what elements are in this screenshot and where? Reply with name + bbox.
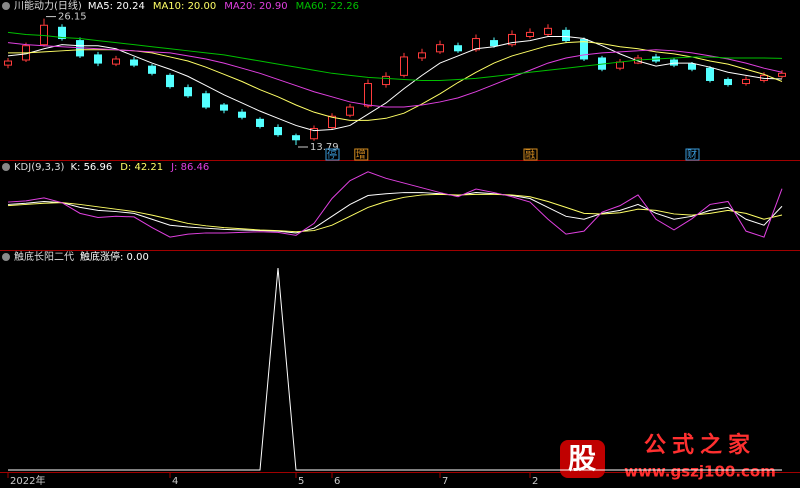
- indicator-line: [7, 42, 783, 108]
- indicator-line: [7, 31, 783, 81]
- panel-title: 触底长阳二代: [14, 250, 74, 263]
- panel-title: 川能动力(日线): [14, 0, 82, 12]
- x-tick-label: 7: [442, 476, 448, 487]
- candle-body: [310, 128, 318, 140]
- panel-icon: [2, 163, 10, 171]
- legend-entry: MA10: 20.00: [153, 1, 216, 12]
- indicator-line: [7, 35, 783, 132]
- event-marker: [523, 148, 538, 161]
- candle-body: [526, 31, 534, 37]
- candle-body: [202, 93, 210, 108]
- event-marker: [685, 148, 700, 161]
- candle-body: [130, 59, 138, 66]
- watermark: 股 公式之家 www.gszj100.com: [560, 432, 776, 481]
- annotation: 26.15: [58, 12, 87, 23]
- x-tick-label: 5: [298, 476, 304, 487]
- candle-body: [346, 106, 354, 116]
- indicator-line: [7, 192, 783, 234]
- candle-body: [220, 104, 228, 111]
- legend-entry: MA20: 20.90: [224, 1, 287, 12]
- candle-body: [508, 33, 516, 46]
- legend-entry: J: 86.46: [170, 162, 209, 173]
- event-label: 融: [525, 149, 535, 161]
- candle-body: [94, 54, 102, 64]
- candle-body: [166, 74, 174, 88]
- panel-icon: [2, 253, 10, 261]
- panel-title: KDJ(9,3,3): [14, 162, 65, 173]
- candle-body: [382, 75, 390, 86]
- legend-entry: MA60: 22.26: [296, 1, 359, 12]
- candle-body: [184, 87, 192, 97]
- event-label: 增: [356, 148, 366, 161]
- indicator-line: [8, 267, 782, 471]
- legend-entry: K: 56.96: [70, 162, 112, 173]
- candle-body: [688, 63, 696, 70]
- candle-body: [418, 52, 426, 59]
- legend-entry: D: 42.21: [120, 162, 163, 173]
- candle-body: [112, 58, 120, 65]
- event-marker: [354, 148, 369, 161]
- url: www.gszj100.com: [624, 463, 776, 481]
- indicator-line: [7, 171, 783, 238]
- candle-body: [616, 61, 624, 69]
- event-label: 停: [327, 148, 337, 161]
- candle-body: [148, 65, 156, 74]
- panel-icon: [2, 2, 10, 10]
- annotation: 13.79: [310, 142, 339, 153]
- candle-body: [562, 29, 570, 42]
- candle-body: [724, 78, 732, 86]
- candle-body: [292, 135, 300, 141]
- logo-bg: [560, 440, 605, 478]
- brand: 公式之家: [644, 432, 756, 458]
- candle-body: [238, 111, 246, 118]
- candle-body: [742, 78, 750, 85]
- event-marker: [325, 148, 340, 161]
- candle-body: [544, 27, 552, 35]
- candle-body: [328, 115, 336, 129]
- candle-body: [400, 56, 408, 76]
- candle-body: [58, 26, 66, 40]
- candle-body: [274, 127, 282, 136]
- candle-body: [454, 45, 462, 52]
- x-tick-label: 2: [532, 476, 538, 487]
- indicator-line: [7, 193, 783, 233]
- x-tick-label: 4: [172, 476, 178, 487]
- candle-body: [706, 67, 714, 81]
- candle-body: [472, 38, 480, 51]
- legend-entry: MA5: 20.24: [88, 1, 145, 12]
- x-tick-label: 6: [334, 476, 340, 487]
- candle-body: [778, 72, 786, 77]
- legend-entry: 触底涨停: 0.00: [80, 250, 149, 263]
- candle-body: [670, 59, 678, 66]
- candle-body: [364, 83, 372, 107]
- event-label: 财: [687, 148, 697, 161]
- x-tick-label: 2022年: [10, 474, 45, 487]
- candle-body: [436, 44, 444, 53]
- candle-body: [4, 60, 12, 66]
- candle-body: [490, 40, 498, 47]
- candle-body: [580, 39, 588, 60]
- candle-body: [256, 118, 264, 127]
